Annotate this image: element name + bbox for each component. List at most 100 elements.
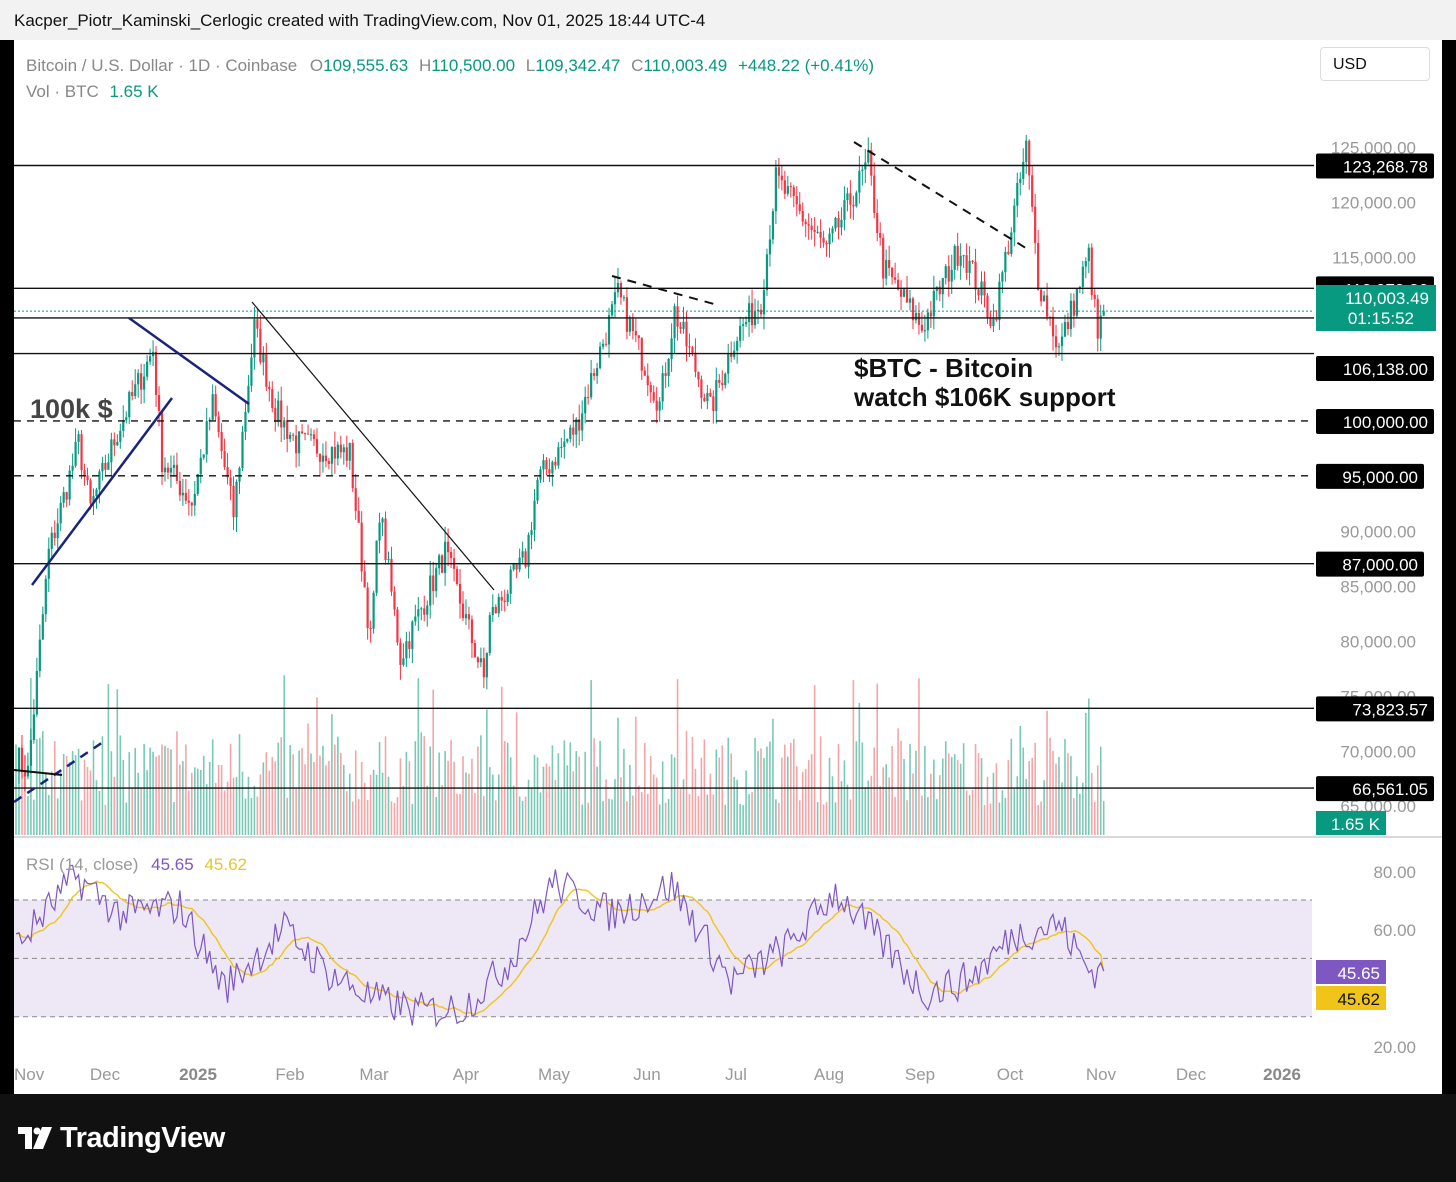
volume-bar: [357, 799, 360, 835]
volume-bar: [641, 791, 643, 835]
volume-bar: [110, 751, 113, 835]
volume-bar: [456, 793, 458, 835]
volume-bar: [834, 802, 837, 835]
volume-bar: [313, 762, 315, 835]
candle-body: [292, 434, 295, 436]
volume-bar: [620, 777, 622, 835]
candle-body: [202, 454, 205, 458]
volume-bar: [1034, 742, 1036, 835]
candle-body: [873, 175, 876, 214]
level-label: 87,000.00: [1342, 556, 1418, 575]
candle-body: [843, 200, 846, 220]
volume-bar: [33, 799, 35, 835]
candle-body: [676, 306, 679, 327]
rsi-label[interactable]: RSI (14, close): [26, 855, 139, 874]
trendline-dashed-2: [853, 141, 1030, 251]
rsi-ma-line: [15, 880, 1105, 1016]
candle-body: [667, 358, 670, 376]
volume-bar: [325, 765, 327, 835]
candle-body: [1075, 288, 1078, 316]
candle-body: [149, 356, 152, 362]
rsi-ma-last-label: 45.62: [1337, 990, 1380, 1009]
candle-body: [1069, 300, 1073, 330]
candle-body: [1102, 311, 1105, 316]
rsi-legend: RSI (14, close) 45.65 45.62: [26, 855, 247, 875]
volume-bar: [897, 728, 899, 835]
candle-body: [998, 281, 1001, 321]
volume-bar: [223, 790, 226, 835]
volume-bar: [870, 775, 873, 835]
volume-bar: [772, 718, 774, 835]
volume-bar: [649, 755, 652, 835]
volume-bar: [307, 723, 309, 835]
tradingview-logo[interactable]: TradingView: [18, 1120, 225, 1156]
symbol-name[interactable]: Bitcoin / U.S. Dollar · 1D · Coinbase: [26, 56, 298, 75]
volume-bar: [551, 745, 554, 835]
candle-body: [604, 343, 608, 345]
candle-body: [348, 442, 351, 461]
volume-bar: [939, 775, 941, 835]
candle-body: [801, 210, 804, 222]
volume-bar: [739, 803, 741, 835]
volume-bar: [24, 754, 26, 835]
x-tick-label: Oct: [997, 1065, 1024, 1084]
volume-bar: [1055, 763, 1057, 835]
volume-bar: [527, 779, 530, 835]
candle-body: [333, 446, 336, 459]
volume-bar: [566, 765, 569, 835]
volume-bar: [217, 764, 220, 835]
candle-body: [184, 492, 187, 501]
candle-body: [992, 318, 995, 327]
candle-body: [408, 641, 411, 649]
candle-body: [107, 462, 110, 470]
candle-body: [235, 481, 238, 518]
candle-body: [298, 431, 301, 454]
candle-body: [536, 479, 539, 501]
volume-bar: [140, 787, 142, 835]
candle-body: [777, 167, 780, 176]
candle-body: [414, 616, 417, 622]
volume-bar: [587, 802, 589, 835]
currency-button[interactable]: USD: [1320, 47, 1430, 81]
candle-body: [947, 266, 950, 282]
chart-panel[interactable]: 100k $ $BTC - Bitcoin watch $106K support 1…: [14, 40, 1442, 1094]
candle-body: [128, 392, 131, 418]
candle-body: [98, 471, 101, 490]
volume-bar: [211, 739, 214, 835]
candle-body: [1084, 261, 1087, 267]
volume-bar: [59, 772, 62, 835]
volume-bar: [778, 802, 780, 835]
candle-body: [238, 468, 241, 482]
volume-bar: [334, 744, 336, 835]
volume-bar: [185, 744, 187, 835]
volume-bar: [95, 780, 98, 835]
volume-bar: [608, 798, 610, 835]
volume-bar: [262, 762, 265, 835]
candle-body: [125, 417, 128, 421]
volume-bar: [545, 763, 548, 835]
candle-body: [393, 591, 396, 610]
volume-bar: [557, 753, 560, 835]
volume-bar: [784, 744, 786, 835]
volume-bar: [813, 685, 816, 835]
candle-body: [1096, 299, 1099, 339]
candle-body: [1028, 140, 1031, 176]
candle-body: [372, 592, 375, 629]
candle-body: [29, 739, 32, 766]
high-label: H: [418, 56, 432, 75]
volume-bar: [316, 697, 318, 835]
candle-body: [724, 373, 727, 386]
candle-body: [1087, 247, 1090, 262]
volume-bar: [363, 782, 366, 835]
x-tick-label: Dec: [1176, 1065, 1207, 1084]
volume-bar: [319, 755, 321, 835]
candle-body: [74, 441, 77, 466]
trendline-resistance: [128, 316, 250, 406]
candle-body: [494, 606, 497, 614]
candle-body: [792, 187, 795, 197]
candle-body: [509, 569, 512, 594]
candle-body: [417, 609, 420, 617]
candle-body: [59, 502, 62, 524]
volume-bar: [638, 785, 640, 835]
